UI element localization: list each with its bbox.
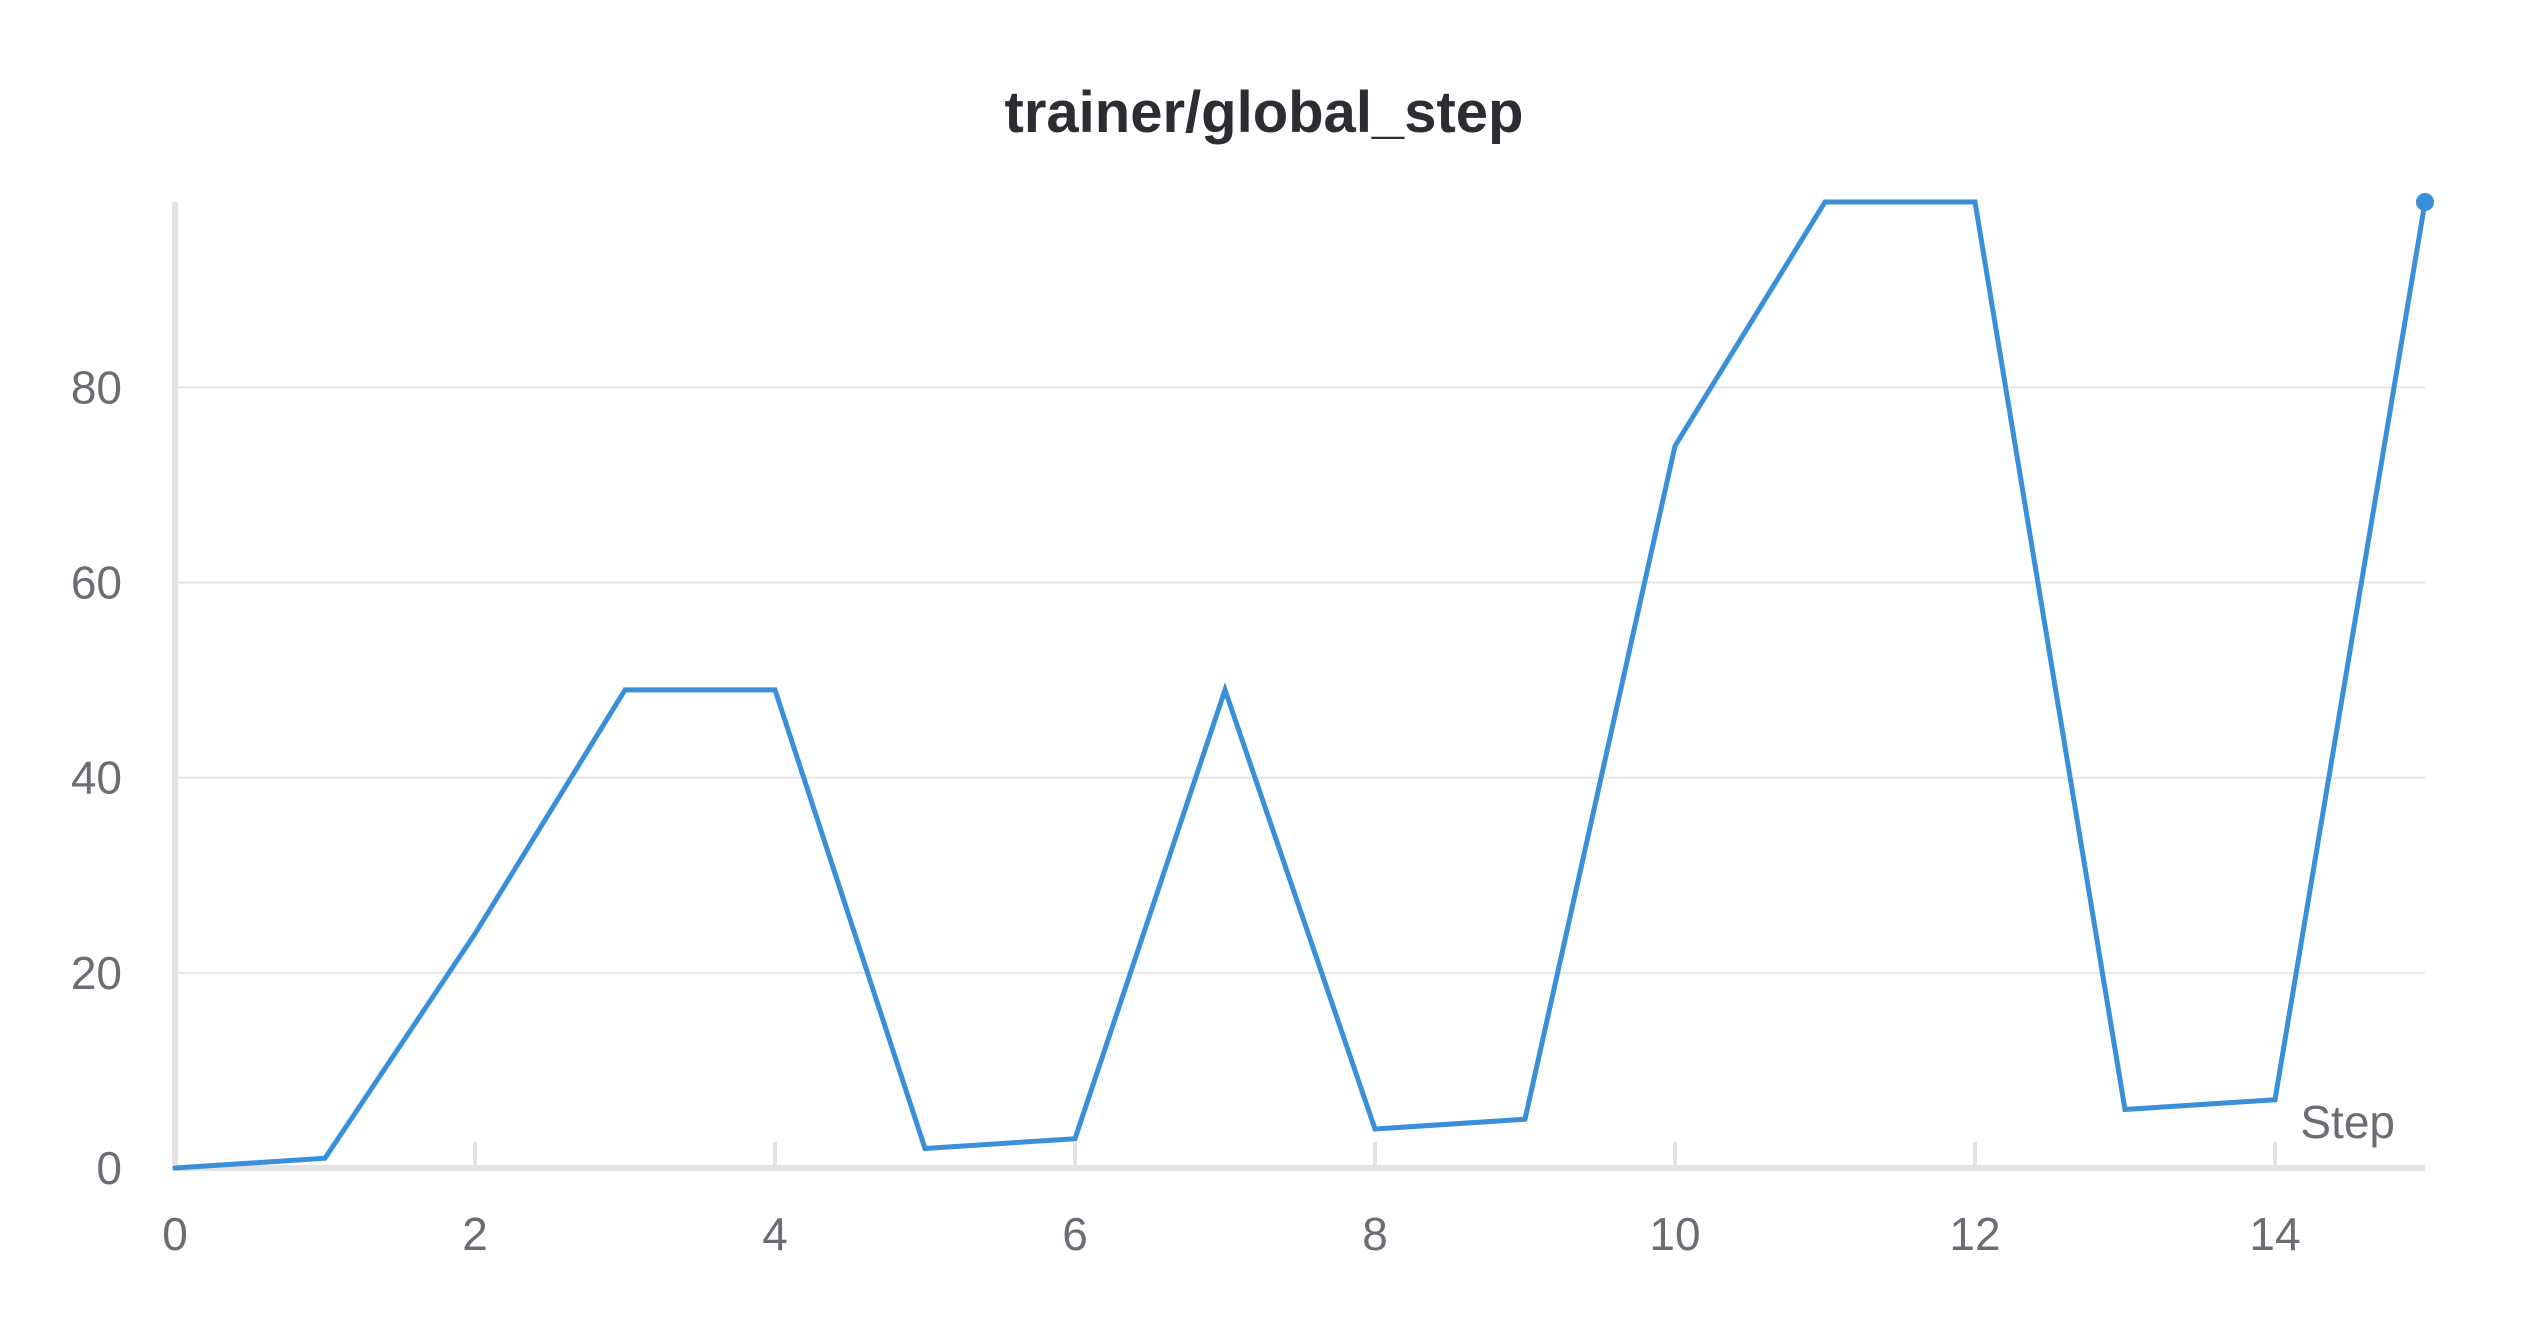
x-axis-label: Step [2300, 1096, 2395, 1148]
x-tick-label: 8 [1362, 1208, 1388, 1260]
y-tick-label: 0 [96, 1142, 122, 1194]
y-tick-label: 40 [71, 752, 122, 804]
y-tick-label: 60 [71, 557, 122, 609]
x-tick-label: 2 [462, 1208, 488, 1260]
series-line [172, 199, 2428, 1171]
y-tick-label: 20 [71, 947, 122, 999]
x-tick-label: 12 [1949, 1208, 2000, 1260]
x-tick-label: 4 [762, 1208, 788, 1260]
x-tick-label: 0 [162, 1208, 188, 1260]
x-tick-label: 6 [1062, 1208, 1088, 1260]
last-point-marker [2416, 193, 2434, 211]
series-lines [172, 193, 2434, 1171]
axes [172, 202, 2425, 1171]
x-tick-label: 10 [1649, 1208, 1700, 1260]
gridlines [175, 386, 2425, 974]
x-tick-label: 14 [2249, 1208, 2300, 1260]
y-tick-label: 80 [71, 361, 122, 413]
chart-title: trainer/global_step [1005, 80, 1524, 145]
tick-labels: 0 20 40 60 80 0 2 4 6 8 10 12 14 [71, 361, 2301, 1260]
